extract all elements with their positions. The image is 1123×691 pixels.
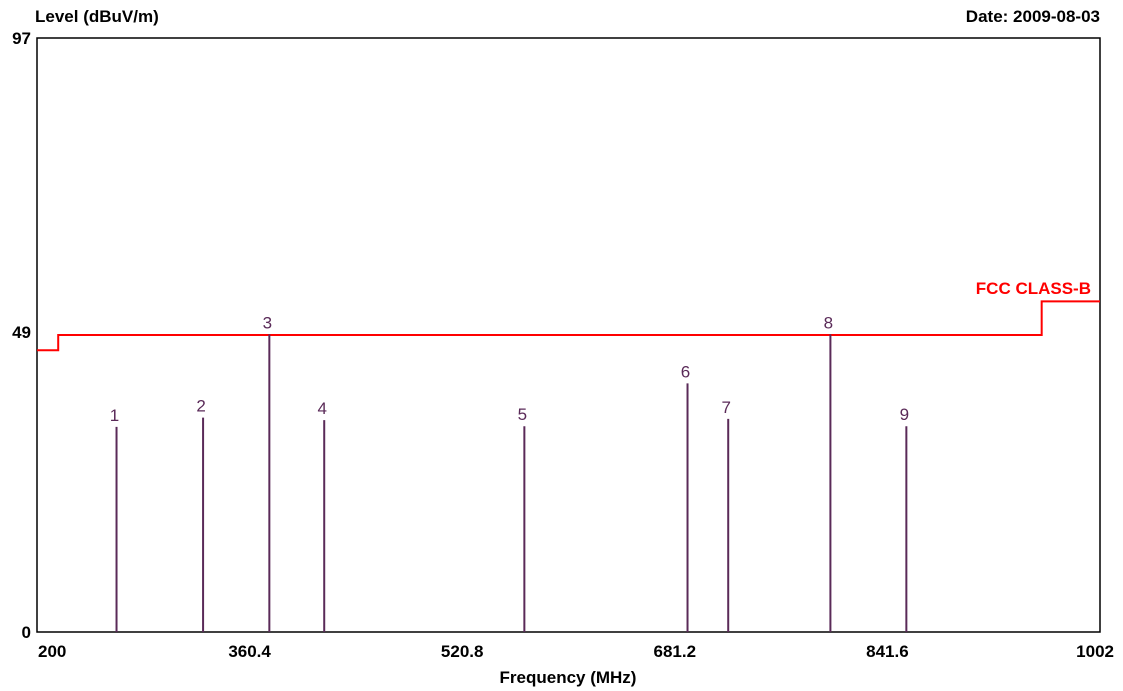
marker-label: 3 bbox=[263, 313, 272, 332]
x-tick-label: 520.8 bbox=[441, 642, 484, 661]
marker-label: 8 bbox=[824, 313, 833, 332]
x-tick-label: 1002 bbox=[1076, 642, 1114, 661]
fcc-class-b-limit-line bbox=[37, 300, 1100, 352]
y-tick-label: 49 bbox=[12, 323, 31, 342]
y-tick-label: 97 bbox=[12, 29, 31, 48]
date-label: Date: 2009-08-03 bbox=[966, 7, 1100, 26]
marker-label: 4 bbox=[317, 399, 326, 418]
limit-line-label: FCC CLASS-B bbox=[976, 279, 1091, 298]
x-tick-labels: 200 360.4 520.8 681.2 841.6 1002 bbox=[38, 642, 1114, 661]
x-tick-label: 200 bbox=[38, 642, 66, 661]
x-tick-label: 360.4 bbox=[228, 642, 271, 661]
marker-label: 1 bbox=[110, 406, 119, 425]
marker-label: 2 bbox=[196, 397, 205, 416]
x-axis-label: Frequency (MHz) bbox=[500, 668, 637, 687]
x-tick-label: 841.6 bbox=[866, 642, 909, 661]
limit-line-group: FCC CLASS-B bbox=[37, 279, 1100, 352]
y-axis-label: Level (dBuV/m) bbox=[35, 7, 159, 26]
marker-label: 5 bbox=[518, 405, 527, 424]
marker-label: 9 bbox=[900, 405, 909, 424]
marker-label: 6 bbox=[681, 362, 690, 381]
x-tick-label: 681.2 bbox=[654, 642, 697, 661]
emission-markers: 1 2 3 4 5 6 7 8 9 bbox=[110, 313, 909, 632]
marker-label: 7 bbox=[721, 398, 730, 417]
y-tick-label: 0 bbox=[22, 623, 31, 642]
y-tick-labels: 97 49 0 bbox=[12, 29, 31, 642]
